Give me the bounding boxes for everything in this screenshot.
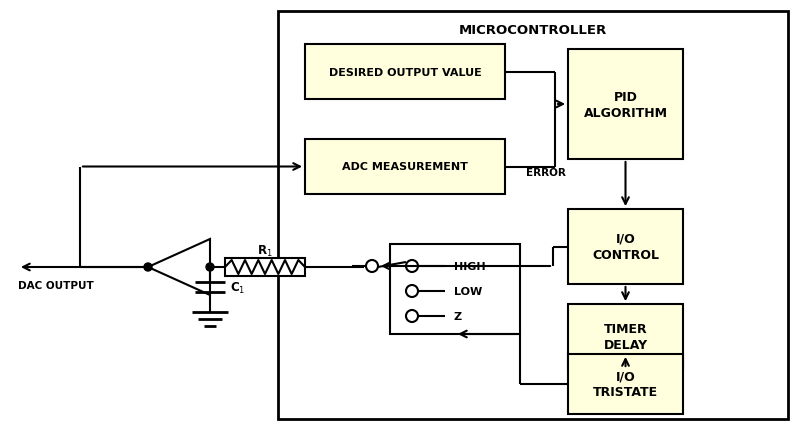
Text: HIGH: HIGH — [454, 261, 486, 271]
Bar — [225, 258, 305, 276]
Text: MICROCONTROLLER: MICROCONTROLLER — [459, 24, 607, 37]
Text: ERROR: ERROR — [526, 168, 566, 178]
Text: I/O
CONTROL: I/O CONTROL — [592, 233, 659, 261]
Circle shape — [206, 264, 214, 271]
Text: R$_1$: R$_1$ — [257, 243, 273, 258]
Bar — [305, 45, 505, 100]
Text: I/O
TRISTATE: I/O TRISTATE — [593, 370, 658, 399]
Bar — [278, 12, 788, 419]
Text: LOW: LOW — [454, 286, 482, 296]
Text: DESIRED OUTPUT VALUE: DESIRED OUTPUT VALUE — [329, 68, 482, 77]
Text: PID
ALGORITHM: PID ALGORITHM — [583, 90, 667, 119]
Bar — [568, 209, 683, 284]
Bar — [568, 304, 683, 369]
Text: Z: Z — [454, 311, 462, 321]
Text: C$_1$: C$_1$ — [230, 280, 246, 295]
Text: DAC OUTPUT: DAC OUTPUT — [18, 280, 94, 290]
Bar — [390, 244, 520, 334]
Bar — [305, 140, 505, 194]
Bar — [568, 50, 683, 160]
Polygon shape — [148, 240, 210, 295]
Text: ADC MEASUREMENT: ADC MEASUREMENT — [342, 162, 468, 172]
Bar — [568, 354, 683, 414]
Circle shape — [144, 264, 152, 271]
Text: TIMER
DELAY: TIMER DELAY — [603, 322, 647, 351]
